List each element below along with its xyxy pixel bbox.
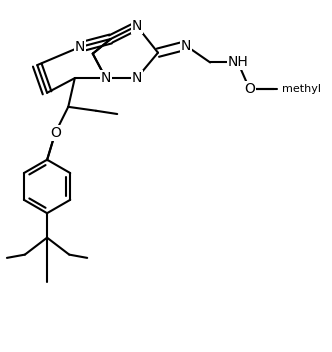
Text: N: N <box>74 40 85 54</box>
Text: N: N <box>181 38 191 52</box>
Text: N: N <box>131 71 142 85</box>
Text: O: O <box>50 126 61 140</box>
Text: N: N <box>131 19 142 33</box>
Text: NH: NH <box>227 56 248 69</box>
Text: methyl: methyl <box>282 83 321 94</box>
Text: N: N <box>101 71 111 85</box>
Text: O: O <box>244 82 255 95</box>
